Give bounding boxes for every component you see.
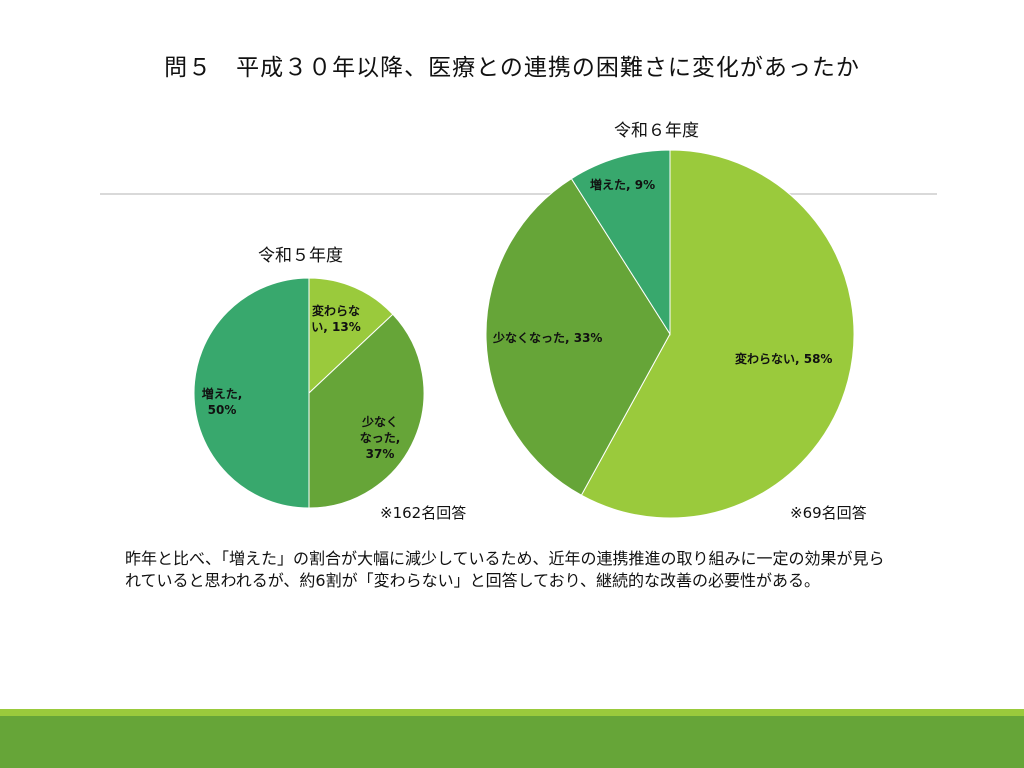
pie-chart-r6: [485, 149, 855, 519]
pie-title-r6: 令和６年度: [614, 121, 699, 141]
pie-slice-increased: [570, 149, 671, 336]
data-label-r5-increased: 増えた, 50%: [201, 387, 243, 417]
pie-slice-decreased: [308, 313, 425, 509]
data-label-r6-unchanged: 変わらない, 58%: [735, 352, 833, 366]
respondents-note-r5: ※162名回答: [380, 504, 467, 522]
data-label-r6-increased: 増えた, 9%: [590, 178, 656, 192]
slide-title: 問５ 平成３０年以降、医療との連携の困難さに変化があったか: [164, 55, 860, 81]
pie-chart-r5: [193, 277, 425, 509]
summary-text: 昨年と比べ、「増えた」の割合が大幅に減少しているため、近年の連携推進の取り組みに…: [125, 549, 885, 590]
pie-title-r5: 令和５年度: [258, 246, 343, 266]
divider: [100, 193, 937, 195]
data-label-r5-unchanged: 変わらな い, 13%: [311, 304, 361, 334]
pie-slice-unchanged: [580, 149, 855, 519]
data-label-r5-decreased: 少なく なった, 37%: [359, 415, 401, 461]
pie-slice-unchanged: [308, 277, 394, 395]
respondents-note-r6: ※69名回答: [790, 504, 867, 522]
footer-band-dark: [0, 716, 1024, 768]
pie-slice-increased: [193, 277, 310, 509]
pie-slice-decreased: [485, 177, 671, 496]
data-label-r6-decreased: 少なくなった, 33%: [493, 331, 603, 345]
footer-band-light: [0, 709, 1024, 716]
